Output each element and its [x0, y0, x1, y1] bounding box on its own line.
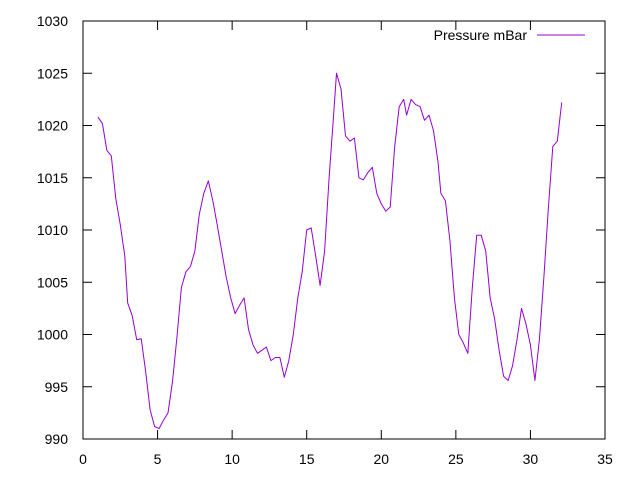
plot-area	[97, 72, 563, 430]
y-tick-label: 1020	[37, 118, 68, 134]
x-tick-label: 10	[224, 451, 240, 467]
x-tick-label: 35	[597, 451, 613, 467]
y-tick-label: 1005	[37, 274, 68, 290]
y-tick-label: 1015	[37, 170, 68, 186]
x-tick-label: 20	[373, 451, 389, 467]
y-tick-label: 1030	[37, 13, 68, 29]
x-tick-label: 25	[448, 451, 464, 467]
axis-tick-labels: 0 5 10 15 20 25 30 3599099510001005101010151020…	[37, 13, 613, 467]
x-tick-label: 30	[523, 451, 539, 467]
x-tick-label: 15	[299, 451, 315, 467]
axis-ticks	[83, 21, 605, 439]
x-tick-label: 5	[154, 451, 162, 467]
y-tick-label: 990	[45, 431, 69, 447]
y-tick-label: 1000	[37, 327, 68, 343]
x-tick-label: 0	[79, 451, 87, 467]
legend-label: Pressure mBar	[434, 27, 528, 43]
y-tick-label: 1010	[37, 222, 68, 238]
plot-border	[82, 20, 606, 440]
y-tick-label: 995	[45, 379, 69, 395]
y-tick-label: 1025	[37, 65, 68, 81]
legend: Pressure mBar	[434, 27, 585, 43]
series-line-pressure	[97, 72, 563, 430]
